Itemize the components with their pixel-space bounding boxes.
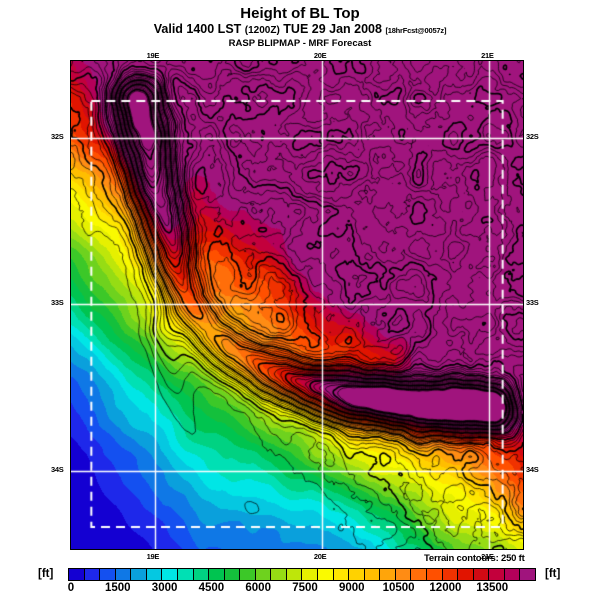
colorbar-tick: 9000 <box>339 582 365 594</box>
valid-time-prefix: Valid 1400 LST <box>153 22 242 36</box>
colorbar-tick: 12000 <box>429 582 462 594</box>
y-axis-tick-left: 32S <box>51 132 64 142</box>
model-source-line: RASP BLIPMAP - MRF Forecast <box>228 38 372 49</box>
colorbar-swatch <box>489 569 505 580</box>
valid-date: TUE 29 Jan 2008 <box>283 22 382 36</box>
colorbar-swatch <box>364 569 381 580</box>
colorbar-swatch <box>115 569 132 580</box>
colorbar-tick: 10500 <box>382 582 415 594</box>
x-axis-tick-top: 20E <box>313 51 327 60</box>
colorbar-swatch <box>100 569 116 580</box>
colorbar-unit-left: [ft] <box>38 568 54 580</box>
colorbar-swatch <box>84 569 101 580</box>
colorbar-tick: 13500 <box>476 582 509 594</box>
colorbar-swatch <box>177 569 194 580</box>
colorbar-tick: 6000 <box>245 582 271 594</box>
colorbar-unit-right: [ft] <box>545 568 561 580</box>
forecast-map[interactable] <box>70 60 524 550</box>
colorbar-swatch <box>520 569 535 580</box>
y-axis-tick-left: 33S <box>51 298 64 308</box>
colorbar-swatch <box>146 569 163 580</box>
x-axis-tick-top: 19E <box>146 51 160 60</box>
colorbar-swatch <box>349 569 365 580</box>
colorbar[interactable] <box>68 568 536 581</box>
colorbar-swatch <box>255 569 272 580</box>
y-axis-tick-left: 34S <box>51 464 64 474</box>
y-axis-tick-right: 33S <box>526 298 539 308</box>
bl-top-heatmap-canvas <box>71 61 523 549</box>
y-axis-tick-right: 34S <box>526 464 539 474</box>
page-title: Height of BL Top <box>240 5 360 22</box>
y-axis-tick-right: 32S <box>526 132 539 142</box>
colorbar-swatch <box>458 569 474 580</box>
colorbar-tick: 0 <box>67 582 75 594</box>
forecast-tag: [18hrFcst@0057z] <box>385 26 447 35</box>
colorbar-tick: 7500 <box>292 582 318 594</box>
header-block: Height of BL Top Valid 1400 LST (1200Z) … <box>0 5 600 50</box>
colorbar-tick: 4500 <box>198 582 225 594</box>
colorbar-swatch <box>426 569 443 580</box>
colorbar-swatch <box>224 569 241 580</box>
x-axis-tick-bottom: 20E <box>313 552 327 561</box>
valid-time-utc: (1200Z) <box>244 25 280 36</box>
colorbar-swatch <box>504 569 521 580</box>
x-axis-tick-top: 21E <box>481 51 494 60</box>
colorbar-swatch <box>286 569 303 580</box>
colorbar-swatch <box>271 569 287 580</box>
colorbar-swatch <box>69 569 85 580</box>
colorbar-swatch <box>209 569 225 580</box>
colorbar-tick: 1500 <box>105 582 131 594</box>
x-axis-tick-bottom: 21E <box>481 552 494 561</box>
colorbar-swatch <box>411 569 427 580</box>
x-axis-tick-bottom: 19E <box>146 552 160 561</box>
valid-time-line: Valid 1400 LST (1200Z) TUE 29 Jan 2008 [… <box>0 22 600 38</box>
colorbar-swatch <box>442 569 459 580</box>
colorbar-swatch <box>380 569 396 580</box>
colorbar-swatch <box>240 569 256 580</box>
colorbar-swatch <box>302 569 318 580</box>
terrain-contour-note: Terrain contours: 250 ft <box>424 553 525 564</box>
colorbar-swatch <box>318 569 334 580</box>
colorbar-swatch <box>333 569 350 580</box>
colorbar-swatch <box>473 569 490 580</box>
colorbar-tick-labels: 0 1500 3000 4500 6000 7500 9000 10500 12000 13500 <box>0 582 600 596</box>
colorbar-swatch <box>131 569 147 580</box>
colorbar-swatch <box>193 569 210 580</box>
colorbar-swatch <box>395 569 412 580</box>
colorbar-swatch <box>162 569 178 580</box>
colorbar-tick: 3000 <box>151 582 178 594</box>
